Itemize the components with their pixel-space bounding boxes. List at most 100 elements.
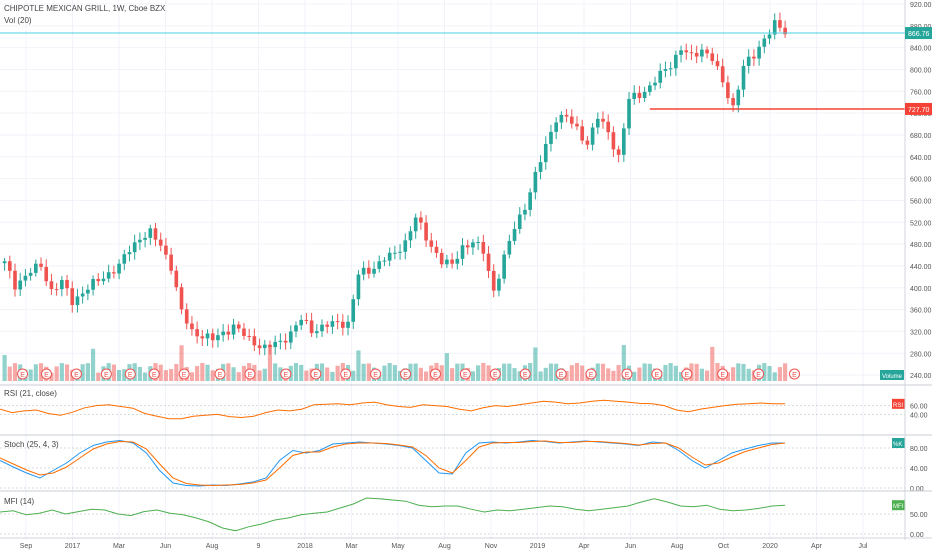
earnings-event-icon [40,368,52,380]
earnings-event-icon [124,368,136,380]
candle-body [460,245,465,259]
indicator-panels: 60.0040.00RSI80.0040.000.00%K50.000.00MF… [0,384,932,539]
candle-body [247,335,251,337]
candle-body [694,52,699,57]
volume-bar [257,370,262,381]
price-tick-label: 680.00 [910,133,932,140]
candle-body [517,214,522,229]
candle-body [28,272,33,276]
volume-bar [38,363,44,381]
candle-body [621,128,626,155]
candle-body [497,278,501,291]
indicator-last-badge-label: %K [893,442,902,448]
candle-body [75,296,80,306]
candle-body [346,321,350,328]
volume-bar [731,367,736,381]
candle-body [252,336,257,346]
volume-bar [361,363,366,381]
price-tick-label: 800.00 [910,67,932,74]
earnings-event-label: E [433,372,438,379]
candle-body [262,344,267,349]
candle-body [372,268,376,274]
price-axis[interactable]: 920.00880.00840.00800.00760.00720.00680.… [880,0,932,540]
volume-bar [325,367,330,381]
candlesticks [2,12,787,356]
earnings-event-icon [17,368,29,380]
volume-bar [715,363,720,381]
volume-bar [444,353,449,381]
indicator-series-line [0,497,786,532]
candle-body [236,324,241,329]
volume-bar [632,371,637,381]
mfi-title: MFI (14) [4,497,35,506]
candle-body [419,217,423,223]
volume-bar [507,363,512,381]
volume-bar [54,366,59,381]
volume-bar [7,366,12,381]
earnings-event-label: E [403,372,408,379]
volume-bar [189,372,195,381]
candle-body [112,272,116,274]
price-tick-label: 920.00 [910,2,932,9]
volume-bar [543,367,548,381]
volume-bar [502,363,507,381]
earnings-event-label: E [182,372,187,379]
indicator-tick-label: 40.00 [910,466,928,473]
candle-body [736,89,741,106]
indicator-series-line [0,440,786,487]
time-axis[interactable]: Sep 2017 Mar Jun Aug 9 2018 Mar May Aug Nov 2019 Apr… [0,537,932,550]
time-tick-label: 2017 [65,543,81,550]
candle-body [408,231,413,241]
candle-body [101,278,106,282]
candle-body [226,331,231,335]
candle-body [481,242,486,254]
volume-bar [64,364,70,381]
earnings-event-label: E [284,372,289,379]
time-tick-label: Jun [625,543,636,550]
candle-body [96,278,101,282]
earnings-event-label: E [128,372,133,379]
candle-body [132,242,137,253]
candle-body [216,335,220,341]
candle-body [455,258,460,264]
candle-body [351,299,356,322]
candle-body [367,267,371,274]
time-tick-label: 9 [257,543,261,550]
candle-body [335,321,340,323]
volume-bar [548,363,554,381]
volume-bar [538,371,543,381]
volume-bar [293,363,299,381]
candle-body [361,267,366,275]
earnings-event-icon [717,368,729,380]
candle-body [726,82,730,99]
candle-body [304,319,309,321]
candle-body [486,253,491,271]
volume-bar [512,368,517,381]
candle-body [465,245,470,248]
last-price-badge [905,27,932,40]
price-tick-label: 280.00 [910,351,932,358]
earnings-event-label: E [463,372,468,379]
time-tick-label: Jul [859,543,868,550]
volume-bar [319,363,325,381]
volume-bar [116,369,122,381]
time-tick-label: 2020 [762,543,778,550]
volume-bar [533,347,538,381]
candle-body [122,254,127,264]
candle-body [273,341,278,348]
candle-body [138,239,142,243]
earnings-event-label: E [313,372,318,379]
time-tick-label: Aug [206,543,219,550]
candle-body [684,50,689,53]
volume-bar [241,365,247,381]
time-tick-label: Jun [160,543,171,550]
candle-body [632,92,637,99]
candle-body [330,321,335,327]
volume-bar [704,370,710,381]
candle-body [762,38,767,47]
candle-body [471,242,475,248]
earnings-event-icon [214,368,226,380]
candle-body [190,323,194,330]
